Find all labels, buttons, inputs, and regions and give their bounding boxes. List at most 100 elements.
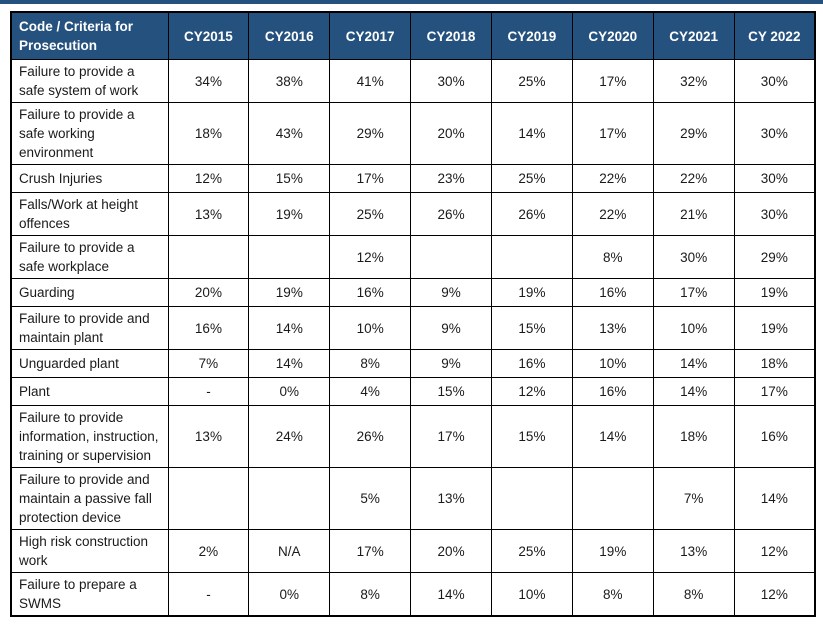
value-cell: 14% <box>652 377 735 406</box>
header-cell-year: CY 2022 <box>733 11 816 60</box>
value-cell: 22% <box>652 164 735 193</box>
value-cell: 17% <box>733 377 816 406</box>
value-cell: 18% <box>652 405 735 468</box>
value-cell: 30% <box>733 164 816 193</box>
value-cell: 18% <box>733 349 816 378</box>
value-cell: 23% <box>410 164 492 193</box>
value-cell: 10% <box>329 306 412 350</box>
criteria-cell: Failure to provide a safe workplace <box>10 235 169 279</box>
value-cell: - <box>167 377 250 406</box>
value-cell: 16% <box>571 278 654 307</box>
value-cell: 25% <box>329 192 412 236</box>
table-row: Failure to provide and maintain a passiv… <box>10 467 816 530</box>
value-cell: 14% <box>652 349 735 378</box>
value-cell <box>248 467 331 530</box>
value-cell: 32% <box>652 59 735 103</box>
value-cell: 19% <box>248 192 331 236</box>
value-cell <box>491 467 573 530</box>
value-cell: 10% <box>652 306 735 350</box>
criteria-cell: Guarding <box>10 278 169 307</box>
value-cell: 43% <box>248 102 331 165</box>
table-row: Failure to provide a safe working enviro… <box>10 102 816 165</box>
value-cell: 13% <box>410 467 492 530</box>
table-row: Failure to provide and maintain plant 16%… <box>10 306 816 350</box>
value-cell: 14% <box>571 405 654 468</box>
value-cell: 7% <box>652 467 735 530</box>
value-cell: 17% <box>329 529 412 573</box>
header-cell-year: CY2018 <box>410 11 492 60</box>
top-accent-bar <box>0 0 823 4</box>
criteria-cell: Crush Injuries <box>10 164 169 193</box>
value-cell: 9% <box>410 306 492 350</box>
value-cell: 10% <box>491 572 573 617</box>
value-cell: 5% <box>329 467 412 530</box>
value-cell: 8% <box>652 572 735 617</box>
value-cell: 20% <box>410 102 492 165</box>
value-cell: 18% <box>167 102 250 165</box>
value-cell: 8% <box>571 235 654 279</box>
criteria-cell: Failure to provide information, instruct… <box>10 405 169 468</box>
value-cell: 19% <box>248 278 331 307</box>
value-cell: 19% <box>491 278 573 307</box>
value-cell: 15% <box>491 306 573 350</box>
value-cell: 22% <box>571 192 654 236</box>
value-cell: 25% <box>491 164 573 193</box>
prosecution-criteria-table: Code / Criteria for Prosecution CY2015 CY… <box>10 11 816 617</box>
value-cell: 17% <box>652 278 735 307</box>
table-row: Unguarded plant 7% 14% 8% 9% 16% 10% 14% 18% <box>10 349 816 378</box>
value-cell: 17% <box>571 102 654 165</box>
value-cell: 17% <box>329 164 412 193</box>
criteria-cell: Failure to provide and maintain plant <box>10 306 169 350</box>
header-cell-year: CY2021 <box>652 11 735 60</box>
value-cell: 20% <box>410 529 492 573</box>
value-cell: 25% <box>491 529 573 573</box>
value-cell: 10% <box>571 349 654 378</box>
value-cell: 4% <box>329 377 412 406</box>
value-cell: 25% <box>491 59 573 103</box>
value-cell: 16% <box>733 405 816 468</box>
header-cell-criteria: Code / Criteria for Prosecution <box>10 11 169 60</box>
value-cell: 12% <box>491 377 573 406</box>
table-head: Code / Criteria for Prosecution CY2015 CY… <box>10 11 816 60</box>
criteria-cell: High risk construction work <box>10 529 169 573</box>
value-cell: 8% <box>571 572 654 617</box>
value-cell: 2% <box>167 529 250 573</box>
value-cell: 19% <box>733 306 816 350</box>
value-cell: 30% <box>733 192 816 236</box>
table-row: Plant -0% 4% 15% 12% 16% 14% 17% <box>10 377 816 406</box>
table-row: Guarding 20% 19% 16% 9% 19% 16% 17% 19% <box>10 278 816 307</box>
value-cell: 17% <box>410 405 492 468</box>
value-cell: 12% <box>329 235 412 279</box>
criteria-cell: Failure to prepare a SWMS <box>10 572 169 617</box>
table-row: Failure to provide a safe system of work… <box>10 59 816 103</box>
value-cell: 29% <box>733 235 816 279</box>
criteria-cell: Failure to provide a safe system of work <box>10 59 169 103</box>
value-cell: 13% <box>652 529 735 573</box>
header-cell-year: CY2017 <box>329 11 412 60</box>
value-cell <box>167 467 250 530</box>
value-cell: 19% <box>733 278 816 307</box>
value-cell: 26% <box>491 192 573 236</box>
value-cell <box>491 235 573 279</box>
value-cell: 21% <box>652 192 735 236</box>
value-cell: 16% <box>491 349 573 378</box>
value-cell: 14% <box>410 572 492 617</box>
table-row: High risk construction work 2% N/A 17% 20% 25… <box>10 529 816 573</box>
value-cell: 12% <box>733 572 816 617</box>
value-cell: 14% <box>733 467 816 530</box>
value-cell: 13% <box>167 405 250 468</box>
value-cell: 30% <box>733 59 816 103</box>
table-row: Failure to provide information, instruct… <box>10 405 816 468</box>
value-cell: 14% <box>491 102 573 165</box>
value-cell: 16% <box>167 306 250 350</box>
value-cell: 26% <box>329 405 412 468</box>
criteria-cell: Falls/Work at height offences <box>10 192 169 236</box>
value-cell: 19% <box>571 529 654 573</box>
value-cell: 7% <box>167 349 250 378</box>
value-cell: 12% <box>733 529 816 573</box>
value-cell: 41% <box>329 59 412 103</box>
value-cell: - <box>167 572 250 617</box>
value-cell: 16% <box>571 377 654 406</box>
value-cell: 30% <box>652 235 735 279</box>
criteria-cell: Plant <box>10 377 169 406</box>
